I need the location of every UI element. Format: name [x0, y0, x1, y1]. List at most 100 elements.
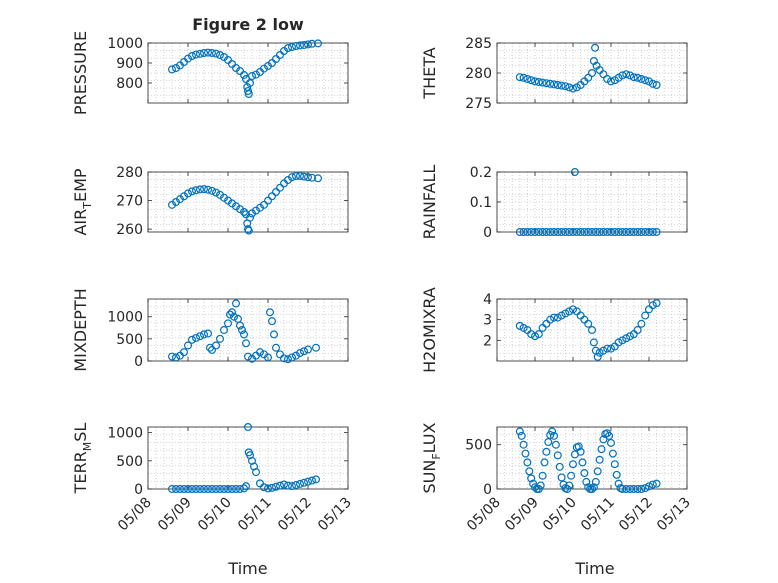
h2omixra-data-point: [584, 319, 593, 328]
rainfall-data-point: [580, 228, 589, 237]
h2omixra-data-point: [546, 315, 555, 324]
mixdepth-data-point: [272, 343, 281, 352]
pressure-data-point: [268, 58, 277, 67]
mixdepth-data-point: [216, 334, 225, 343]
mixdepth-ylabel: MIXDEPTH: [71, 288, 90, 371]
sunflux-data-point: [641, 484, 650, 493]
h2omixra-data-point: [652, 299, 661, 308]
sunflux-data-point: [610, 460, 619, 469]
sunflux-data-point: [608, 449, 617, 458]
rainfall-data-point: [561, 228, 570, 237]
sunflux-data-point: [597, 445, 606, 454]
mixdepth-data-point: [288, 353, 297, 362]
sunflux-data-point: [568, 460, 577, 469]
pressure-data-point: [276, 50, 285, 59]
h2omixra-ytick-label: 3: [483, 313, 492, 329]
h2omixra-data-point: [553, 313, 562, 322]
sunflux-data-point: [605, 431, 614, 440]
sunflux-data-point: [549, 431, 558, 440]
sunflux-data-point: [521, 449, 530, 458]
sunflux-data-point: [637, 485, 646, 494]
terr_msl-data-point: [272, 482, 281, 491]
rainfall-data-point: [523, 228, 532, 237]
h2omixra-data-point: [633, 326, 642, 335]
sunflux-data-point: [538, 471, 547, 480]
sunflux-data-point: [578, 458, 587, 467]
mixdepth-data-point: [270, 330, 279, 339]
x-tick-label: 05/12: [275, 495, 315, 535]
mixdepth-data-point: [276, 350, 285, 359]
pressure-data-point: [200, 48, 209, 57]
theta-data-point: [629, 73, 638, 82]
pressure-ytick-label: 800: [116, 76, 143, 92]
sunflux-axes-bg: [497, 427, 687, 489]
air_temp-data-point: [204, 185, 213, 194]
mixdepth-data-point: [266, 308, 275, 317]
h2omixra-data-point: [606, 344, 615, 353]
x-tick-label: 05/13: [315, 495, 355, 535]
rainfall-data-point: [637, 228, 646, 237]
rainfall-data-point: [538, 228, 547, 237]
pressure-data-point: [284, 43, 293, 52]
sunflux-data-point: [652, 479, 661, 488]
rainfall-data-point: [614, 228, 623, 237]
rainfall-data-point: [557, 228, 566, 237]
sunflux-data-point: [582, 477, 591, 486]
h2omixra-data-point: [637, 319, 646, 328]
terr_msl-data-point: [296, 479, 305, 488]
air_temp-data-point: [268, 192, 277, 201]
rainfall-data-point: [652, 228, 661, 237]
air_temp-data-point: [244, 226, 253, 235]
air_temp-data-point: [314, 174, 323, 183]
h2omixra-data-point: [565, 307, 574, 316]
sunflux-data-point: [553, 451, 562, 460]
rainfall-data-point: [519, 228, 528, 237]
sunflux-data-point: [599, 435, 608, 444]
rainfall-data-point: [606, 228, 615, 237]
terr_msl-data-point: [220, 485, 229, 494]
pressure-ylabel: PRESSURE: [71, 31, 90, 115]
mixdepth-data-point: [244, 352, 253, 361]
terr_msl-data-point: [176, 485, 185, 494]
terr_msl-ytick-label: 0: [134, 482, 143, 498]
theta-data-point: [652, 80, 661, 89]
x-axis-label-right: Time: [574, 559, 614, 578]
x-tick-label: 05/10: [195, 495, 235, 535]
pressure-data-point: [236, 66, 245, 75]
pressure-data-point: [308, 39, 317, 48]
rainfall-axes-bg: [497, 172, 687, 232]
terr_msl-data-point: [244, 423, 253, 432]
sunflux-data-point: [629, 485, 638, 494]
terr_msl-data-point: [172, 485, 181, 494]
x-tick-label: 05/10: [540, 495, 580, 535]
pressure-data-point: [304, 40, 313, 49]
terr_msl-data-point: [228, 485, 237, 494]
air_temp-data-point: [296, 172, 305, 181]
air_temp-data-point: [184, 189, 193, 198]
mixdepth-data-point: [188, 335, 197, 344]
mixdepth-data-point: [264, 353, 273, 362]
terr_msl-ytick-label: 500: [116, 454, 143, 470]
x-tick-label: 05/09: [155, 495, 195, 535]
x-tick-label: 05/13: [654, 495, 694, 535]
sunflux-data-point: [625, 485, 634, 494]
sunflux-data-point: [595, 455, 604, 464]
terr_msl-data-point: [288, 482, 297, 491]
terr_msl-ytick-label: 1000: [107, 426, 143, 442]
mixdepth-data-point: [184, 341, 193, 350]
terr_msl-data-point: [284, 481, 293, 490]
h2omixra-data-point: [561, 309, 570, 318]
mixdepth-ytick-label: 0: [134, 354, 143, 370]
h2omixra-data-point: [534, 330, 543, 339]
air_temp-data-point: [200, 185, 209, 194]
air_temp-data-point: [264, 196, 273, 205]
theta-data-point: [523, 74, 532, 83]
terr_msl-panel: 0 500 1000 05/08 05/09 05/10 05/11 05/12 05/13 TE…: [71, 423, 355, 535]
h2omixra-data-point: [625, 332, 634, 341]
theta-data-point: [534, 77, 543, 86]
sunflux-data-point: [589, 483, 598, 492]
pressure-data-point: [224, 55, 233, 64]
x-tick-label: 05/09: [502, 495, 542, 535]
sunflux-data-point: [517, 431, 526, 440]
sunflux-data-point: [523, 458, 532, 467]
